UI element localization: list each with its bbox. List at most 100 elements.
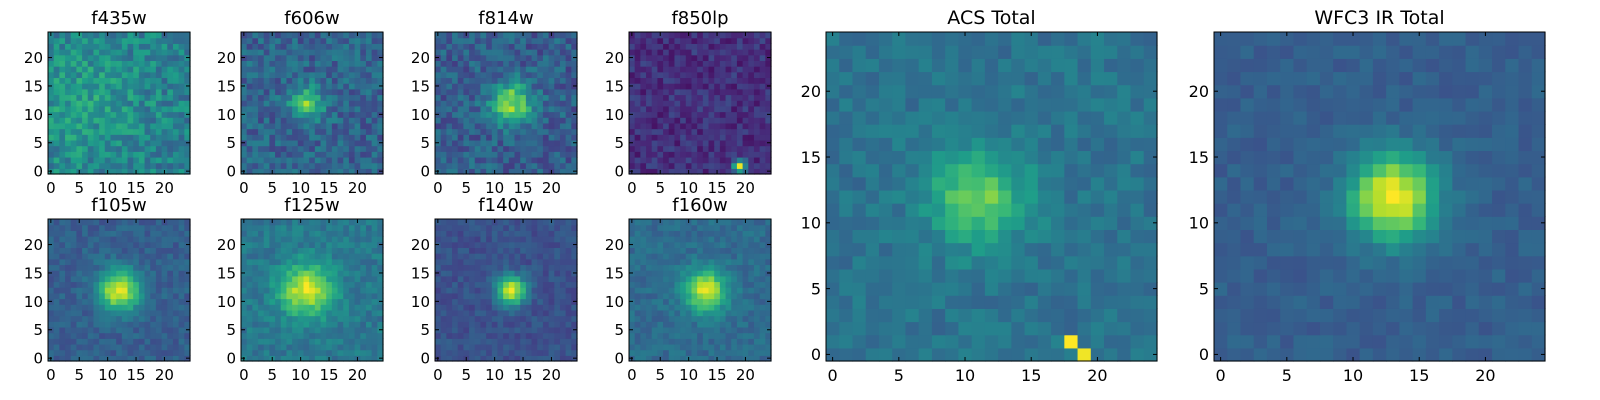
- heatmap-cell: [440, 241, 447, 248]
- heatmap-cell: [674, 100, 681, 107]
- heatmap-cell: [133, 343, 140, 351]
- heatmap-cell: [680, 355, 687, 362]
- heatmap-cell: [371, 117, 378, 124]
- heatmap-cell: [48, 343, 55, 351]
- heatmap-cell: [714, 88, 721, 96]
- heatmap-cell: [697, 111, 704, 118]
- heatmap-cell: [116, 60, 123, 67]
- heatmap-cell: [674, 71, 681, 79]
- heatmap-cell: [559, 332, 567, 339]
- heatmap-cell: [725, 332, 732, 339]
- heatmap-cell: [474, 32, 482, 39]
- heatmap-cell: [725, 111, 732, 118]
- heatmap-cell: [452, 343, 459, 351]
- heatmap-cell: [365, 292, 373, 300]
- heatmap-cell: [640, 71, 647, 79]
- heatmap-cell: [765, 100, 772, 107]
- heatmap-cell: [87, 162, 95, 169]
- heatmap-cell: [765, 60, 772, 67]
- heatmap-cell: [144, 145, 151, 152]
- heatmap-cell: [326, 83, 333, 90]
- heatmap-cell: [104, 304, 112, 311]
- heatmap-cell: [314, 128, 322, 135]
- heatmap-cell: [491, 281, 499, 288]
- heatmap-cell: [657, 117, 664, 124]
- heatmap-cell: [48, 88, 55, 96]
- heatmap-cell: [161, 145, 168, 152]
- heatmap-cell: [663, 304, 670, 311]
- heatmap-cell: [252, 168, 259, 175]
- heatmap-cell: [742, 128, 749, 135]
- heatmap-cell: [303, 88, 310, 96]
- heatmap-cell: [571, 134, 578, 141]
- heatmap-cell: [565, 32, 572, 39]
- heatmap-cell: [525, 128, 533, 135]
- heatmap-cell: [565, 349, 572, 356]
- heatmap-cell: [133, 111, 140, 118]
- heatmap-cell: [457, 100, 464, 107]
- heatmap-cell: [702, 134, 710, 141]
- heatmap-cell: [565, 162, 572, 169]
- heatmap-cell: [525, 309, 533, 317]
- heatmap-cell: [457, 264, 464, 271]
- heatmap-cell: [144, 139, 151, 147]
- heatmap-cell: [337, 111, 344, 118]
- heatmap-cell: [172, 349, 180, 356]
- heatmap-cell: [537, 54, 544, 61]
- heatmap-cell: [59, 134, 66, 141]
- heatmap-cell: [65, 349, 72, 356]
- heatmap-cell: [292, 281, 299, 288]
- heatmap-cell: [640, 128, 647, 135]
- heatmap-cell: [736, 162, 744, 169]
- heatmap-cell: [365, 145, 373, 152]
- heatmap-cell: [691, 128, 698, 135]
- heatmap-cell: [446, 224, 453, 231]
- heatmap-cell: [138, 275, 146, 283]
- heatmap-cell: [731, 139, 738, 147]
- heatmap-cell: [292, 224, 299, 231]
- heatmap-cell: [668, 122, 676, 130]
- heatmap-cell: [360, 151, 367, 158]
- heatmap-cell: [554, 349, 561, 356]
- heatmap-cell: [320, 236, 327, 243]
- heatmap-cell: [463, 54, 470, 61]
- heatmap-cell: [685, 349, 693, 356]
- heatmap-cell: [520, 287, 527, 294]
- heatmap-cell: [457, 343, 464, 351]
- heatmap-cell: [104, 275, 112, 283]
- heatmap-cell: [680, 122, 687, 130]
- heatmap-cell: [93, 270, 100, 277]
- heatmap-cell: [371, 247, 378, 254]
- heatmap-cell: [440, 298, 447, 305]
- heatmap-cell: [167, 309, 174, 317]
- heatmap-cell: [65, 60, 72, 67]
- heatmap-cell: [343, 71, 350, 79]
- heatmap-cell: [446, 332, 453, 339]
- heatmap-cell: [514, 94, 521, 101]
- heatmap-cell: [685, 309, 693, 317]
- heatmap-cell: [457, 224, 464, 231]
- heatmap-cell: [309, 326, 316, 334]
- heatmap-cell: [657, 88, 664, 96]
- heatmap-cell: [252, 88, 259, 96]
- heatmap-cell: [435, 304, 442, 311]
- heatmap-cell: [753, 355, 761, 362]
- heatmap-cell: [93, 219, 100, 226]
- heatmap-cell: [537, 332, 544, 339]
- heatmap-cell: [525, 71, 533, 79]
- heatmap-cell: [53, 168, 60, 175]
- panel-title: f125w: [284, 195, 339, 216]
- heatmap-cell: [320, 117, 327, 124]
- heatmap-cell: [554, 264, 561, 271]
- heatmap-cell: [70, 270, 77, 277]
- heatmap-cell: [571, 105, 578, 113]
- heatmap-cell: [241, 71, 248, 79]
- heatmap-cell: [663, 77, 670, 84]
- heatmap-cell: [354, 332, 361, 339]
- heatmap-cell: [275, 247, 282, 254]
- heatmap-cell: [314, 139, 322, 147]
- heatmap-cell: [452, 37, 459, 44]
- heatmap-cell: [99, 270, 106, 277]
- heatmap-cell: [269, 122, 276, 130]
- heatmap-cell: [121, 145, 129, 152]
